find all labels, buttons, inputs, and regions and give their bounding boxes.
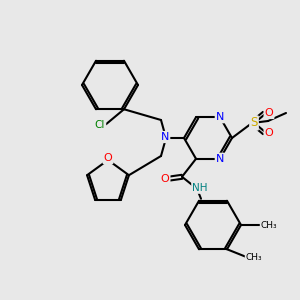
Text: S: S <box>250 116 258 130</box>
Text: O: O <box>265 128 273 138</box>
Text: Cl: Cl <box>95 120 105 130</box>
Text: NH: NH <box>192 183 208 193</box>
Text: O: O <box>265 108 273 118</box>
Text: N: N <box>161 132 169 142</box>
Text: O: O <box>103 153 112 163</box>
Text: N: N <box>216 154 224 164</box>
Text: CH₃: CH₃ <box>261 220 277 230</box>
Text: CH₃: CH₃ <box>246 253 262 262</box>
Text: N: N <box>216 112 224 122</box>
Text: O: O <box>160 174 169 184</box>
